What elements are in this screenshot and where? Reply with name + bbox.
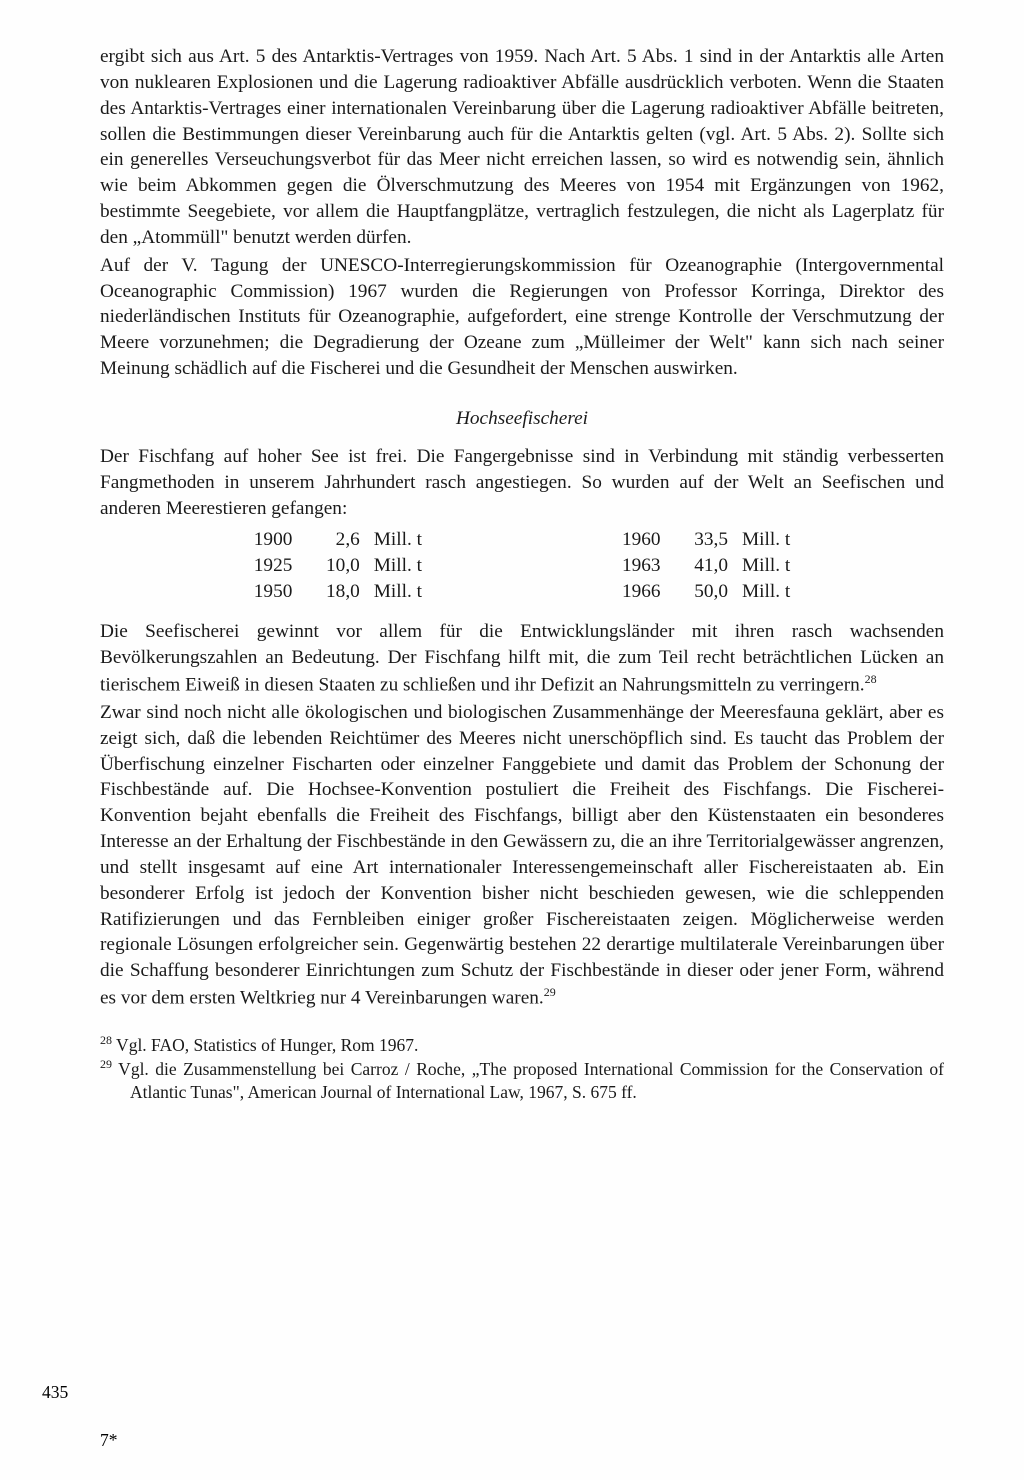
catch-year: 1950	[254, 579, 302, 605]
paragraph-1: ergibt sich aus Art. 5 des Antarktis-Ver…	[100, 44, 944, 251]
catch-column-right: 1960 33,5 Mill. t 1963 41,0 Mill. t 1966…	[622, 527, 790, 605]
catch-column-left: 1900 2,6 Mill. t 1925 10,0 Mill. t 1950 …	[254, 527, 422, 605]
paragraph-5: Zwar sind noch nicht alle ökologischen u…	[100, 700, 944, 1012]
catch-year: 1925	[254, 553, 302, 579]
catch-unit: Mill. t	[742, 579, 790, 605]
catch-value: 2,6	[316, 527, 360, 553]
page-number: 435	[42, 1382, 68, 1403]
catch-row: 1950 18,0 Mill. t	[254, 579, 422, 605]
catch-table: 1900 2,6 Mill. t 1925 10,0 Mill. t 1950 …	[100, 527, 944, 605]
footnote-number: 28	[100, 1033, 112, 1047]
page-content: ergibt sich aus Art. 5 des Antarktis-Ver…	[0, 0, 1024, 1124]
catch-row: 1960 33,5 Mill. t	[622, 527, 790, 553]
footnote-text: Vgl. die Zusammenstellung bei Carroz / R…	[112, 1059, 944, 1102]
section-heading: Hochseefischerei	[100, 406, 944, 432]
catch-year: 1966	[622, 579, 670, 605]
catch-value: 33,5	[684, 527, 728, 553]
paragraph-2: Auf der V. Tagung der UNESCO-Interregier…	[100, 253, 944, 382]
footnotes-block: 28 Vgl. FAO, Statistics of Hunger, Rom 1…	[100, 1033, 944, 1104]
paragraph-5-text: Zwar sind noch nicht alle ökologischen u…	[100, 702, 944, 1009]
paragraph-3: Der Fischfang auf hoher See ist frei. Di…	[100, 444, 944, 522]
catch-unit: Mill. t	[742, 527, 790, 553]
footnote-ref-29: 29	[544, 985, 556, 999]
catch-value: 10,0	[316, 553, 360, 579]
catch-year: 1963	[622, 553, 670, 579]
paragraph-4-text: Die Seefischerei gewinnt vor allem für d…	[100, 621, 944, 695]
footnote-29: 29 Vgl. die Zusammenstellung bei Carroz …	[100, 1057, 944, 1104]
paragraph-4: Die Seefischerei gewinnt vor allem für d…	[100, 619, 944, 698]
catch-row: 1963 41,0 Mill. t	[622, 553, 790, 579]
catch-year: 1960	[622, 527, 670, 553]
catch-value: 41,0	[684, 553, 728, 579]
catch-value: 18,0	[316, 579, 360, 605]
footnote-number: 29	[100, 1057, 112, 1071]
catch-row: 1966 50,0 Mill. t	[622, 579, 790, 605]
catch-year: 1900	[254, 527, 302, 553]
catch-value: 50,0	[684, 579, 728, 605]
catch-unit: Mill. t	[374, 527, 422, 553]
footnote-text: Vgl. FAO, Statistics of Hunger, Rom 1967…	[112, 1035, 418, 1055]
footnote-28: 28 Vgl. FAO, Statistics of Hunger, Rom 1…	[100, 1033, 944, 1057]
footnote-ref-28: 28	[865, 672, 877, 686]
catch-row: 1925 10,0 Mill. t	[254, 553, 422, 579]
catch-row: 1900 2,6 Mill. t	[254, 527, 422, 553]
catch-unit: Mill. t	[742, 553, 790, 579]
signature-mark: 7*	[100, 1430, 118, 1451]
catch-unit: Mill. t	[374, 553, 422, 579]
catch-unit: Mill. t	[374, 579, 422, 605]
